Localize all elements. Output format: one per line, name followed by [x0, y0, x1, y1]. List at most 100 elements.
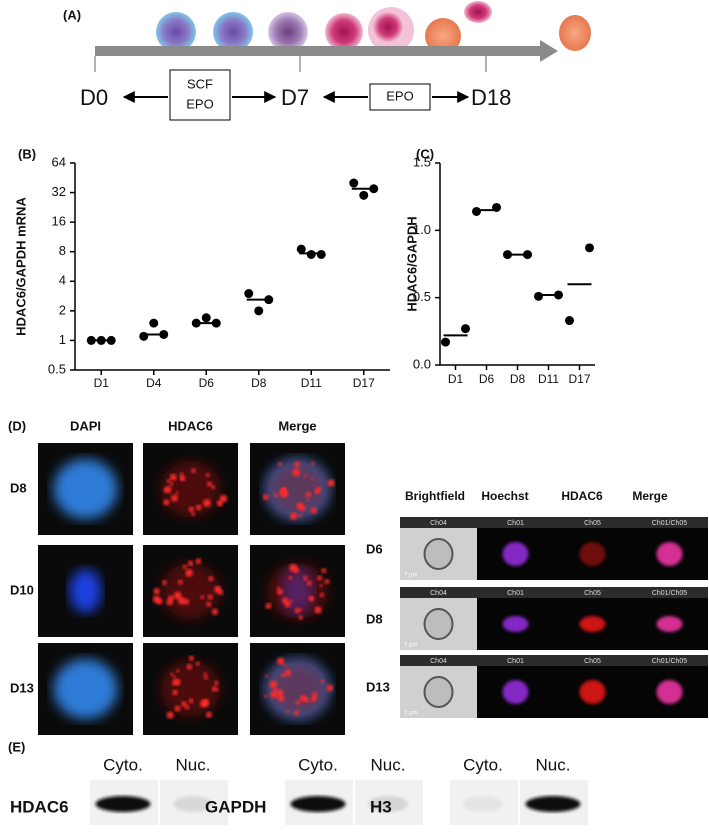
scale-bar: 7 µm: [404, 643, 417, 649]
speckle: [269, 680, 278, 689]
speckle: [211, 485, 216, 490]
speckle: [311, 691, 318, 698]
y-tick-label: 1.0: [413, 222, 431, 237]
data-point: [244, 289, 254, 299]
speckle: [164, 485, 172, 494]
speckle: [263, 694, 268, 699]
speckle: [294, 607, 301, 614]
data-point: [554, 290, 563, 300]
speckle: [304, 697, 310, 703]
speckle: [319, 583, 323, 588]
data-point: [159, 329, 169, 339]
brightfield-cell: [423, 676, 454, 708]
data-point: [359, 190, 369, 200]
speckle: [299, 608, 303, 612]
speckle: [188, 506, 195, 513]
y-tick-label: 1.5: [413, 154, 431, 169]
speckle: [270, 690, 278, 699]
speckle: [200, 595, 205, 600]
panel-label: (E): [8, 739, 25, 754]
lane-label: Cyto.: [298, 755, 338, 774]
speckle: [327, 479, 335, 487]
column-header: HDAC6: [561, 489, 603, 503]
protein-label: H3: [370, 797, 392, 816]
row-label: D13: [366, 679, 390, 694]
blot-band: [173, 796, 213, 812]
speckle: [166, 598, 174, 606]
speckle: [161, 580, 167, 586]
speckle: [166, 711, 174, 719]
timeline: [94, 40, 558, 121]
blot-band: [95, 796, 151, 812]
channel-header: [400, 655, 477, 666]
data-point: [534, 291, 543, 301]
column-header: Brightfield: [405, 489, 465, 503]
data-point: [349, 178, 359, 188]
cytoplasm: [160, 563, 221, 619]
panel-label: (A): [63, 7, 81, 22]
scale-bar: 7 µm: [404, 573, 417, 579]
blot-band: [463, 796, 503, 812]
fluor-cell: [579, 542, 606, 566]
box-text: SCF: [187, 76, 213, 91]
speckle: [205, 711, 212, 718]
data-point: [503, 250, 512, 260]
data-point: [461, 324, 470, 334]
speckle: [195, 661, 200, 666]
channel-label: Ch01/Ch05: [652, 520, 688, 527]
channel-label: Ch01/Ch05: [652, 590, 688, 597]
speckle: [324, 579, 330, 585]
x-tick-label: D17: [568, 372, 590, 386]
channel-header: [554, 587, 631, 598]
row-label: D6: [366, 541, 383, 556]
data-point: [492, 202, 501, 212]
y-tick-label: 4: [59, 273, 66, 288]
data-point: [369, 184, 379, 194]
channel-header: [477, 587, 554, 598]
x-tick-label: D11: [301, 376, 322, 390]
speckle: [289, 599, 294, 603]
x-tick-label: D1: [94, 376, 110, 390]
fluor-cell: [502, 542, 529, 566]
y-tick-label: 1: [59, 332, 66, 347]
micrograph: [250, 643, 345, 735]
speckle: [276, 588, 284, 595]
micrograph: [38, 643, 133, 735]
cells: [156, 1, 591, 54]
channel-label: Ch01: [507, 658, 524, 665]
speckle: [320, 679, 325, 684]
column-header: Hoechst: [481, 489, 528, 503]
speckle: [171, 494, 179, 502]
box-text: EPO: [186, 96, 213, 111]
speckle: [277, 657, 285, 665]
fluor-cell: [579, 680, 606, 704]
speckle: [206, 481, 213, 487]
speckle: [175, 491, 179, 495]
speckle: [191, 512, 196, 517]
lane-label: Cyto.: [103, 755, 143, 774]
channel-header: [554, 655, 631, 666]
speckle: [286, 709, 290, 714]
speckle: [288, 576, 293, 581]
speckle: [296, 502, 304, 510]
blot-band: [290, 796, 346, 812]
speckle: [183, 598, 190, 605]
speckle: [265, 674, 269, 678]
speckle: [211, 608, 219, 615]
panel-label: (B): [18, 146, 36, 161]
channel-header: [554, 517, 631, 528]
channel-label: Ch01/Ch05: [652, 658, 688, 665]
y-tick-label: 64: [52, 154, 66, 169]
speckle: [262, 494, 269, 501]
speckle: [181, 701, 187, 707]
speckle: [310, 477, 314, 481]
y-tick-label: 0.5: [413, 289, 431, 304]
y-axis-label: HDAC6/GAPDH mRNA: [13, 197, 28, 336]
micrograph: [143, 545, 238, 637]
speckle: [303, 474, 307, 478]
speckle: [195, 558, 202, 565]
speckle: [293, 710, 300, 716]
speckle: [211, 686, 217, 692]
speckle: [310, 507, 318, 514]
x-tick-label: D17: [353, 376, 375, 390]
